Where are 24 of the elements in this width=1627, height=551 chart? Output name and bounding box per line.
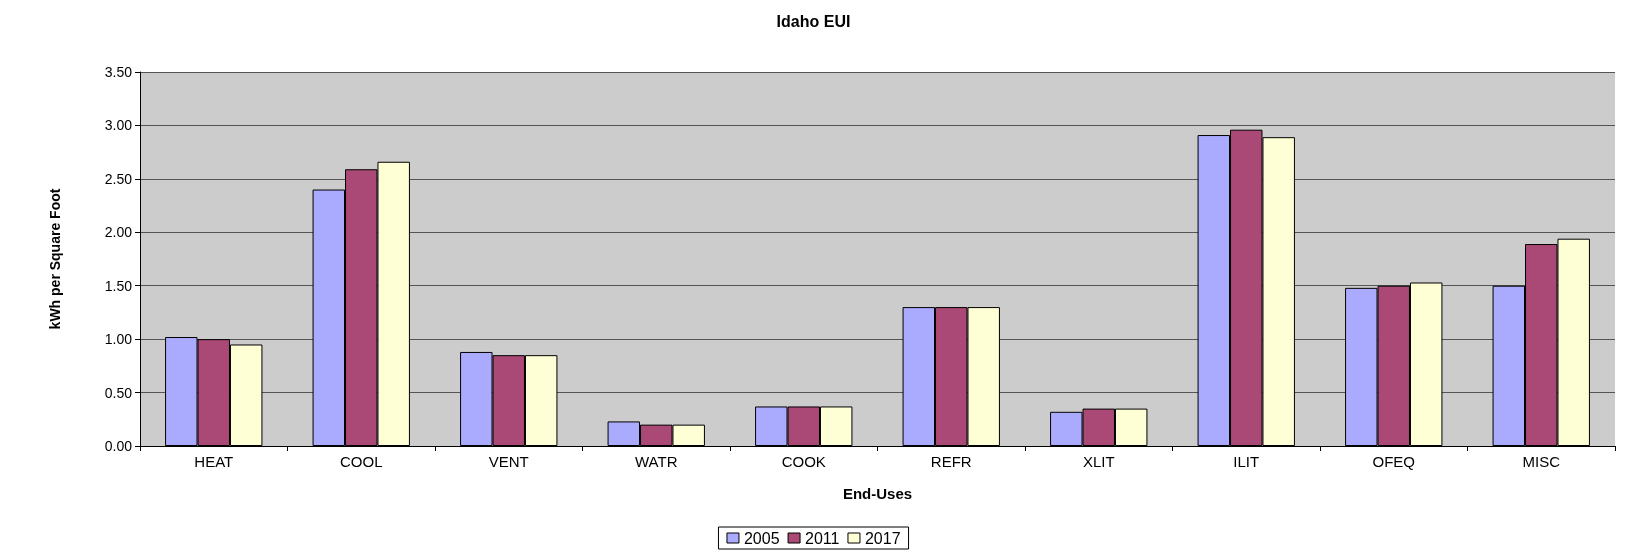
y-tick-label: 0.50 [104, 384, 133, 401]
legend-label: 2011 [805, 529, 840, 547]
y-tick-label: 1.50 [104, 277, 133, 294]
x-tick-label: XLIT [1082, 453, 1115, 470]
y-tick-label: 2.50 [104, 170, 133, 187]
x-tick-label: OFEQ [1372, 453, 1416, 470]
y-axis-title: kWh per Square Foot [47, 188, 63, 330]
y-tick-label: 1.00 [104, 331, 133, 348]
y-tick-label: 0.00 [104, 438, 133, 454]
y-tick-label: 3.00 [104, 117, 133, 134]
legend-label: 2017 [864, 529, 901, 547]
y-tick-label: 2.00 [104, 224, 133, 241]
x-axis-title: End-Uses [842, 485, 913, 502]
y-tick-label: 3.50 [104, 64, 133, 80]
x-tick-label: COOL [339, 453, 383, 470]
x-tick-label: REFR [930, 453, 972, 470]
x-tick-label: VENT [488, 453, 529, 470]
x-tick-label: ILIT [1233, 453, 1260, 470]
legend-label: 2005 [743, 529, 780, 547]
x-tick-label: HEAT [194, 453, 234, 470]
x-tick-label: COOK [781, 453, 826, 470]
x-tick-label: WATR [635, 453, 678, 470]
x-tick-label: MISC [1522, 453, 1561, 470]
chart-title: Idaho EUI [776, 12, 851, 30]
